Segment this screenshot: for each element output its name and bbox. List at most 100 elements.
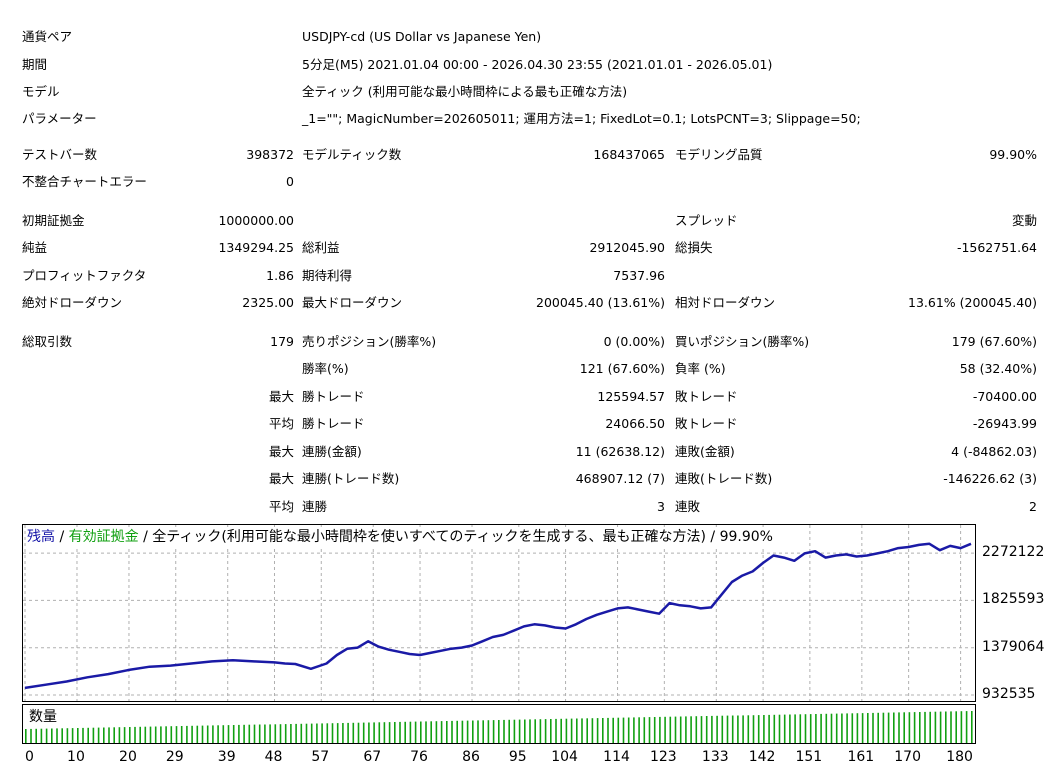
winrate-value: 121 (67.60%) bbox=[579, 361, 665, 376]
cons-win-cnt-label: 連勝(トレード数) bbox=[302, 471, 400, 486]
volume-bar bbox=[321, 723, 323, 743]
volume-bar bbox=[336, 723, 339, 743]
volume-bar bbox=[160, 726, 162, 743]
volume-bar bbox=[295, 723, 297, 743]
volume-bar bbox=[565, 718, 568, 743]
volume-bar bbox=[705, 716, 708, 743]
volume-bar bbox=[633, 717, 635, 743]
lossrate-value: 58 (32.40%) bbox=[959, 361, 1037, 376]
volume-bar bbox=[144, 726, 147, 743]
avg-win-value: 24066.50 bbox=[605, 416, 665, 431]
x-tick-label: 95 bbox=[508, 749, 527, 765]
legend-balance: 残高 bbox=[27, 529, 55, 545]
legend-separator: / bbox=[138, 529, 153, 545]
x-tick-label: 57 bbox=[311, 749, 330, 765]
spread-label: スプレッド bbox=[675, 213, 738, 228]
x-tick-label: 114 bbox=[603, 749, 630, 765]
volume-bar bbox=[768, 714, 770, 743]
x-tick-label: 86 bbox=[462, 749, 480, 765]
volume-bar bbox=[659, 716, 661, 743]
volume-bar bbox=[607, 717, 609, 743]
volume-panel: 数量 bbox=[22, 704, 976, 744]
volume-bar bbox=[212, 725, 214, 743]
net-label: 純益 bbox=[22, 240, 48, 255]
volume-bar bbox=[25, 729, 27, 743]
volume-bar bbox=[108, 727, 110, 743]
chart-legend: 残高 / 有効証拠金 / 全ティック(利用可能な最小時間枠を使いすべてのティック… bbox=[27, 527, 773, 547]
volume-bar bbox=[877, 712, 879, 743]
volume-bar bbox=[685, 716, 687, 743]
volume-bar bbox=[576, 718, 578, 743]
volume-bar bbox=[342, 723, 344, 743]
volume-bar bbox=[643, 717, 646, 743]
volume-bar bbox=[726, 715, 729, 743]
pf-label: プロフィットファクタ bbox=[22, 268, 147, 283]
volume-bar bbox=[622, 717, 625, 743]
cons-loss-amt-value: 4 (-84862.03) bbox=[951, 444, 1037, 459]
volume-bar bbox=[248, 724, 251, 743]
volume-bar bbox=[539, 719, 542, 743]
volume-bar bbox=[731, 715, 734, 743]
volume-bar bbox=[913, 712, 916, 743]
volume-bar bbox=[919, 712, 921, 743]
volume-bar bbox=[466, 720, 469, 743]
avg-label: 平均 bbox=[268, 499, 294, 514]
volume-bar bbox=[352, 722, 355, 743]
rel-dd-label: 相対ドローダウン bbox=[675, 295, 776, 310]
volume-bar bbox=[388, 722, 391, 743]
volume-bar bbox=[30, 728, 32, 743]
avg-loss-label: 敗トレード bbox=[675, 416, 738, 431]
volume-bar bbox=[841, 713, 843, 743]
volume-bar bbox=[206, 725, 209, 743]
volume-bar bbox=[71, 728, 74, 743]
x-tick-label: 123 bbox=[649, 749, 677, 765]
volume-bar bbox=[534, 719, 536, 743]
volume-bar bbox=[955, 711, 957, 743]
mismatch-value: 0 bbox=[286, 174, 294, 189]
volume-bar bbox=[690, 716, 692, 743]
volume-bar bbox=[456, 720, 458, 743]
max-dd-value: 200045.40 (13.61%) bbox=[536, 295, 665, 310]
legend-separator: / bbox=[55, 529, 69, 545]
volume-bar bbox=[586, 718, 588, 743]
volume-bar bbox=[66, 728, 69, 743]
params-value: _1=""; MagicNumber=202605011; 運用方法=1; Fi… bbox=[302, 111, 861, 126]
volume-bar bbox=[347, 722, 349, 743]
volume-bar bbox=[362, 722, 365, 743]
volume-bar bbox=[186, 725, 188, 743]
volume-bar bbox=[757, 715, 760, 743]
volume-bar bbox=[368, 722, 370, 743]
net-value: 1349294.25 bbox=[218, 240, 294, 255]
quality-label: モデリング品質 bbox=[675, 147, 763, 162]
short-label: 売りポジション(勝率%) bbox=[302, 334, 437, 349]
deposit-value: 1000000.00 bbox=[218, 213, 294, 228]
volume-bar bbox=[118, 727, 121, 743]
volume-bar bbox=[820, 713, 822, 743]
volume-bar bbox=[799, 714, 802, 743]
volume-bar bbox=[939, 711, 942, 743]
x-tick-label: 142 bbox=[748, 749, 776, 765]
volume-bar bbox=[175, 726, 178, 743]
volume-bar bbox=[472, 720, 474, 743]
volume-bar bbox=[404, 721, 406, 743]
volume-bar bbox=[227, 725, 230, 743]
volume-bar bbox=[222, 725, 225, 743]
y-tick-label: 1379064 bbox=[982, 638, 1045, 655]
volume-bar bbox=[815, 714, 817, 743]
volume-bar bbox=[747, 715, 750, 743]
x-tick-label: 133 bbox=[701, 749, 729, 765]
volume-bar bbox=[51, 728, 53, 743]
volume-bars-svg bbox=[25, 711, 973, 743]
bars-value: 398372 bbox=[246, 147, 294, 162]
legend-equity: 有効証拠金 bbox=[68, 529, 139, 545]
volume-bar bbox=[284, 724, 287, 743]
model-label: モデル bbox=[22, 84, 60, 99]
volume-bar bbox=[903, 712, 905, 743]
volume-bar bbox=[679, 716, 682, 743]
volume-bar bbox=[867, 713, 869, 743]
volume-bar bbox=[513, 719, 516, 743]
x-tick-label: 67 bbox=[363, 749, 382, 765]
balance-chart: 残高 / 有効証拠金 / 全ティック(利用可能な最小時間枠を使いすべてのティック… bbox=[22, 524, 976, 702]
volume-bar bbox=[35, 728, 37, 743]
volume-bar bbox=[201, 725, 204, 743]
